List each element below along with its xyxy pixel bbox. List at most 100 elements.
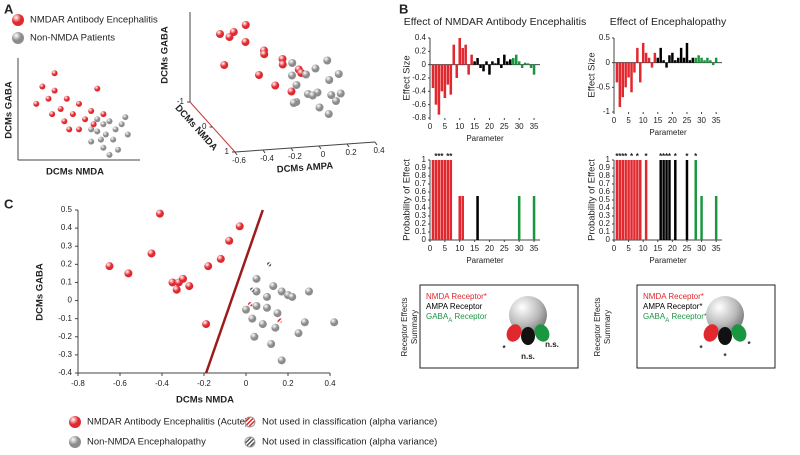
point (332, 97, 340, 105)
point (241, 21, 250, 29)
bar (659, 160, 662, 240)
point (252, 274, 261, 283)
point (69, 111, 76, 118)
receptor-name: NMDA Receptor* (643, 292, 704, 301)
bar (674, 60, 677, 63)
x-tick-label: 20 (668, 116, 677, 125)
summary-box (419, 284, 579, 369)
y-tick-label: 0.1 (61, 278, 73, 287)
receptor-label: AMPA Receptor* (643, 302, 702, 311)
x-tick-label: 25 (500, 244, 509, 253)
bar (659, 47, 662, 63)
bar (455, 64, 459, 78)
x-tick-label: 0 (244, 379, 249, 388)
point (39, 83, 46, 90)
bar (709, 60, 712, 63)
bar (437, 160, 441, 240)
bar (618, 62, 622, 108)
bar (627, 62, 630, 78)
x-tick-label: 20 (668, 244, 677, 253)
x-tick-label: 10 (639, 244, 648, 253)
bar (517, 196, 521, 240)
x-tick-label: 30 (697, 116, 706, 125)
bar (624, 160, 627, 240)
point (252, 301, 261, 310)
point (252, 287, 261, 296)
summary-side-label: Receptor Effects (593, 298, 602, 357)
y-tick-label: 0.5 (599, 195, 611, 204)
bar (668, 55, 671, 63)
x-axis-label: Parameter (466, 256, 504, 265)
bar (674, 160, 677, 240)
y-tick-label: 0 (422, 235, 427, 244)
y-axis-label: DCMs GABA (160, 26, 171, 84)
bar (523, 62, 527, 65)
point (204, 262, 213, 271)
bar (676, 57, 680, 63)
x-tick-label: -0.4 (260, 154, 274, 163)
x-tick (290, 147, 294, 152)
legend-swatch (12, 14, 24, 26)
point (118, 121, 125, 128)
bar (437, 64, 441, 115)
point (88, 126, 95, 133)
bar (449, 160, 453, 240)
significance-mark: * (699, 344, 703, 353)
receptor-name: GABA (643, 312, 666, 321)
significance-star: * (645, 152, 649, 161)
significance-star: * (437, 152, 441, 161)
bar (431, 64, 435, 88)
point (255, 71, 263, 79)
point (216, 30, 224, 38)
bar (458, 38, 461, 65)
bar (461, 48, 464, 65)
y-tick-label: 0.9 (415, 163, 427, 172)
bar (443, 160, 447, 240)
y-tick-label: 0.6 (599, 187, 611, 196)
bar (497, 58, 500, 65)
point (263, 292, 271, 301)
legend-swatch (244, 436, 256, 448)
x-tick-label: 20 (485, 122, 494, 131)
legend-swatch (69, 436, 81, 448)
x-tick-label: 15 (470, 122, 479, 131)
y-axis-label: DCMs GABA (4, 81, 15, 139)
bar (700, 196, 703, 240)
y-tick-label: 0.5 (415, 195, 427, 204)
bar (712, 62, 715, 66)
x-tick-label: 35 (712, 244, 721, 253)
nmda-subunit (506, 324, 522, 342)
summary-side-label: Summary (410, 310, 419, 344)
y-tick-label: 0.4 (415, 33, 427, 42)
y-tick-label: 0.7 (415, 179, 427, 188)
x-tick-label: 0 (428, 122, 433, 131)
summary-side-label: Summary (603, 310, 612, 344)
significance-star: * (665, 152, 669, 161)
point (277, 356, 286, 365)
x-tick-label: -0.2 (288, 152, 302, 161)
y-tick-label: 0.2 (61, 259, 73, 268)
bar (639, 62, 642, 83)
x-tick-label: 0.4 (324, 379, 336, 388)
point (330, 318, 339, 327)
x-tick-label: 25 (683, 244, 692, 253)
bar (509, 59, 512, 65)
legend-label: Non-NMDA Patients (30, 33, 115, 44)
y-tick-label: 0 (606, 58, 611, 67)
point (288, 59, 297, 67)
bar (500, 64, 503, 68)
significance-mark: * (747, 340, 751, 349)
significance-mark: n.s. (521, 352, 535, 361)
y-tick-label: 0.4 (61, 223, 73, 232)
panel-label: C (4, 196, 14, 211)
bar (476, 196, 479, 240)
panel-label: B (399, 1, 408, 16)
boundary-line (204, 209, 264, 374)
point (49, 111, 56, 118)
x-tick-label: 5 (443, 244, 448, 253)
y-tick-label: -0.2 (58, 332, 72, 341)
point (100, 111, 107, 118)
receptor-subscript: A (665, 318, 669, 324)
bar (691, 57, 695, 63)
x-tick-label: -0.6 (232, 156, 246, 165)
